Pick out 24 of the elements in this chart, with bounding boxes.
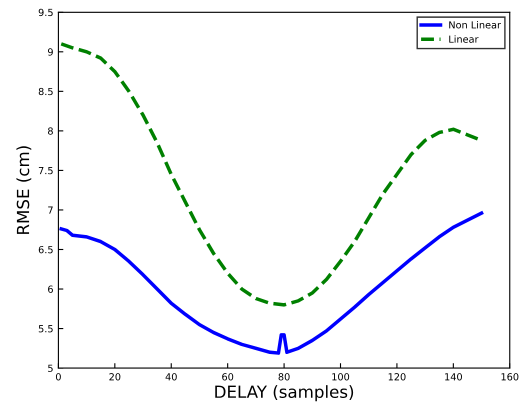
y-tick-label: 6 (48, 286, 53, 293)
x-tick-label: 100 (332, 373, 350, 380)
x-tick-label: 20 (109, 373, 120, 380)
x-tick-label: 80 (278, 373, 290, 380)
legend-label: Linear (449, 35, 479, 43)
x-axis-title: DELAY (samples) (215, 385, 354, 402)
y-tick-label: 8 (48, 127, 53, 135)
y-tick-label: 5 (48, 364, 53, 372)
y-tick-label: 9 (48, 48, 53, 56)
y-tick-label: 6.5 (38, 246, 53, 254)
x-tick-label: 160 (502, 373, 518, 380)
y-tick-label: 7.5 (38, 167, 53, 174)
y-axis-title: RMSE (cm) (16, 146, 32, 234)
y-tick-label: 8.5 (38, 88, 53, 96)
x-tick-label: 140 (445, 373, 462, 380)
line-series (59, 211, 484, 355)
y-tick-label: 5.5 (38, 325, 53, 332)
y-tick-label: 9.5 (38, 8, 53, 16)
x-tick-label: 40 (166, 373, 177, 380)
x-tick-label: 120 (388, 373, 406, 380)
x-tick-label: 60 (222, 373, 234, 380)
legend-label: Non Linear (449, 21, 502, 29)
y-tick-label: 7 (48, 206, 53, 214)
x-tick-label: 0 (56, 373, 61, 380)
